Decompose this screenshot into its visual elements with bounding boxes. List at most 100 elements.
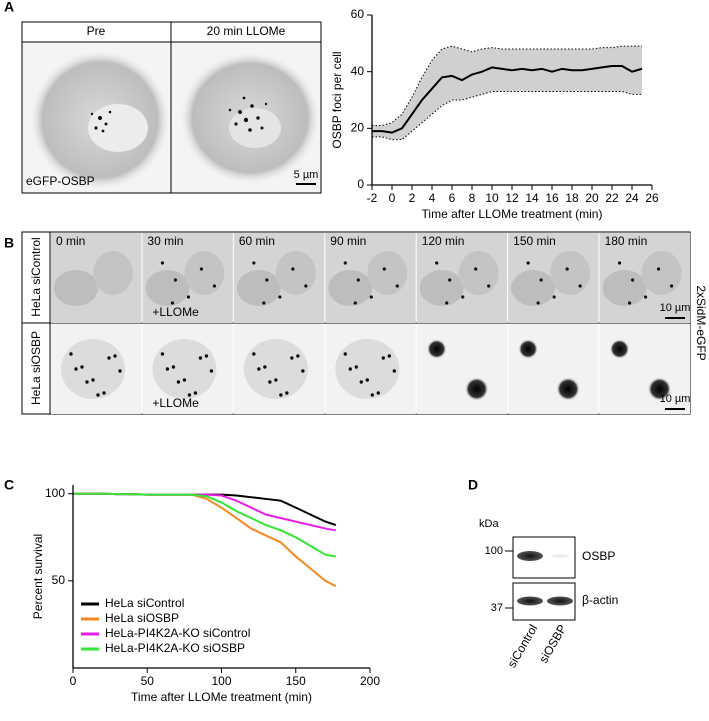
cell — [93, 251, 133, 295]
focus — [285, 391, 289, 395]
focus — [160, 352, 165, 356]
scale-bar — [665, 408, 685, 410]
focus — [252, 352, 256, 356]
nucleus — [88, 104, 148, 152]
y-tick-label: 50 — [52, 573, 66, 587]
focus — [262, 301, 266, 305]
focus — [173, 278, 178, 282]
legend-label: HeLa siControl — [105, 596, 184, 610]
focus — [643, 295, 648, 299]
focus — [536, 301, 540, 305]
scale-bar — [296, 183, 316, 185]
focus — [448, 278, 452, 282]
focus — [279, 393, 283, 397]
band-fill — [372, 46, 642, 140]
y-axis-title: OSBP foci per cell — [330, 51, 344, 148]
legend-label: HeLa-PI4K2A-KO siControl — [105, 626, 250, 640]
x-tick-label: 24 — [625, 191, 639, 205]
marker-label: 37 — [491, 602, 503, 614]
focus — [199, 267, 204, 271]
focus — [265, 278, 269, 282]
focus — [107, 356, 111, 360]
focus — [102, 391, 106, 395]
focus — [630, 278, 635, 282]
focus — [301, 369, 305, 373]
focus — [263, 365, 267, 369]
cell — [145, 270, 190, 306]
cell — [184, 251, 225, 295]
focus — [376, 391, 380, 395]
focus — [80, 365, 84, 369]
image-tile — [599, 324, 690, 414]
x-tick-label: 14 — [525, 191, 539, 205]
lane-label: siOSBP — [536, 622, 569, 665]
band-edge — [372, 91, 642, 141]
protein-label: OSBP — [582, 549, 615, 563]
focus — [656, 267, 661, 271]
x-tick-label: 8 — [469, 191, 476, 205]
focus — [578, 284, 582, 288]
treatment-label: +LLOMe — [152, 396, 199, 410]
focus — [304, 284, 308, 288]
y-tick-label: 0 — [357, 177, 364, 191]
x-tick-label: 12 — [505, 191, 519, 205]
cell — [458, 251, 499, 295]
focus — [370, 393, 374, 397]
x-tick-label: 20 — [585, 191, 599, 205]
cell — [335, 339, 400, 399]
x-tick-label: 6 — [449, 191, 456, 205]
cell — [152, 339, 217, 399]
time-label: 90 min — [330, 234, 366, 248]
focus — [395, 284, 399, 288]
marker-label: 2xSidM-eGFP — [694, 285, 708, 360]
time-label: 0 min — [56, 234, 85, 248]
focus — [348, 367, 352, 371]
panel-letter: D — [468, 477, 478, 493]
x-tick-label: 18 — [565, 191, 579, 205]
protein-label: β-actin — [582, 593, 618, 607]
legend-label: HeLa siOSBP — [105, 611, 179, 625]
focus — [198, 356, 203, 360]
focus — [392, 369, 396, 373]
series-line — [372, 65, 643, 134]
time-label: 150 min — [513, 234, 556, 248]
focus — [291, 267, 295, 271]
scale-label: 10 µm — [660, 302, 691, 314]
time-label: 120 min — [422, 234, 465, 248]
focus — [165, 367, 170, 371]
focus — [381, 356, 385, 360]
focus — [186, 295, 191, 299]
x-tick-label: 0 — [389, 191, 396, 205]
x-tick-label: 200 — [360, 674, 380, 688]
panel-letter: C — [4, 477, 14, 493]
stain-label: eGFP-OSBP — [26, 174, 95, 188]
focus — [359, 380, 363, 384]
cell — [328, 270, 373, 306]
focus — [369, 295, 373, 299]
legend-label: HeLa-PI4K2A-KO siOSBP — [105, 641, 245, 655]
blot-band — [547, 596, 573, 606]
treatment-label: +LLOMe — [152, 305, 199, 319]
focus — [526, 261, 530, 265]
panel-letter: B — [4, 235, 14, 251]
x-tick-label: 26 — [645, 191, 659, 205]
cell — [54, 270, 98, 306]
focus — [627, 301, 632, 305]
panel-letter: A — [4, 0, 14, 15]
x-tick-label: 150 — [286, 674, 306, 688]
dying-cell — [518, 339, 539, 359]
column-header: Pre — [87, 24, 106, 38]
focus — [487, 284, 491, 288]
focus — [356, 278, 360, 282]
focus — [617, 261, 622, 265]
focus — [118, 369, 122, 373]
cell — [550, 251, 591, 295]
chart: 0 50 100 150 200 50 100 Time after LLOMe treatm… — [31, 485, 380, 704]
focus — [354, 365, 358, 369]
x-tick-label: 2 — [409, 191, 416, 205]
column-header: 20 min LLOMe — [207, 24, 286, 38]
focus — [209, 369, 214, 373]
focus — [113, 354, 117, 358]
scale-label: 10 µm — [660, 393, 691, 405]
